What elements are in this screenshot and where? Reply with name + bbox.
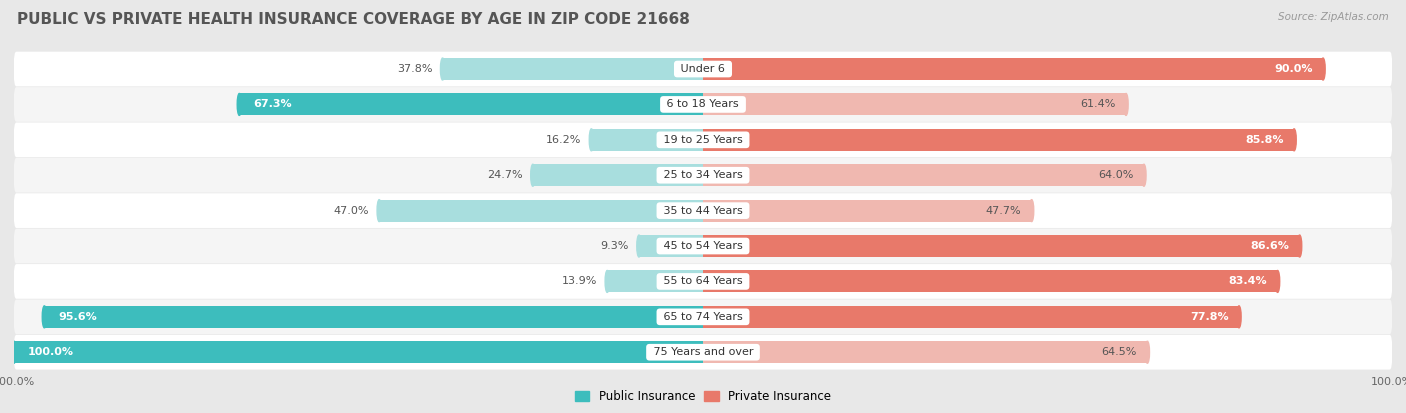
Bar [607, 271, 703, 292]
Text: 19 to 25 Years: 19 to 25 Years [659, 135, 747, 145]
Text: 75 Years and over: 75 Years and over [650, 347, 756, 357]
Text: 64.5%: 64.5% [1102, 347, 1137, 357]
Bar [703, 271, 1278, 292]
Text: 95.6%: 95.6% [58, 312, 97, 322]
FancyBboxPatch shape [14, 158, 1392, 192]
Text: 47.0%: 47.0% [333, 206, 368, 216]
Text: 64.0%: 64.0% [1098, 170, 1133, 180]
Circle shape [377, 199, 381, 222]
Text: 100.0%: 100.0% [28, 347, 75, 357]
FancyBboxPatch shape [14, 299, 1392, 334]
Circle shape [605, 271, 609, 292]
Bar [380, 199, 703, 222]
FancyBboxPatch shape [14, 335, 1392, 370]
Bar [703, 129, 1294, 151]
Bar [703, 306, 1239, 328]
Circle shape [440, 58, 444, 80]
Circle shape [1298, 235, 1302, 257]
Circle shape [589, 129, 593, 151]
Circle shape [637, 235, 641, 257]
Text: 24.7%: 24.7% [486, 170, 523, 180]
Bar [703, 58, 1323, 80]
FancyBboxPatch shape [14, 52, 1392, 86]
Text: 85.8%: 85.8% [1246, 135, 1284, 145]
Circle shape [1146, 341, 1150, 363]
Text: 47.7%: 47.7% [986, 206, 1021, 216]
Circle shape [1123, 93, 1128, 115]
FancyBboxPatch shape [14, 264, 1392, 299]
FancyBboxPatch shape [14, 87, 1392, 122]
Text: Source: ZipAtlas.com: Source: ZipAtlas.com [1278, 12, 1389, 22]
Circle shape [1237, 306, 1241, 328]
Bar [14, 341, 703, 363]
Text: 55 to 64 Years: 55 to 64 Years [659, 276, 747, 287]
Circle shape [1275, 271, 1279, 292]
Circle shape [238, 93, 242, 115]
Text: Under 6: Under 6 [678, 64, 728, 74]
Text: 6 to 18 Years: 6 to 18 Years [664, 100, 742, 109]
Text: 25 to 34 Years: 25 to 34 Years [659, 170, 747, 180]
Text: 83.4%: 83.4% [1229, 276, 1267, 287]
Bar [638, 235, 703, 257]
Circle shape [11, 341, 17, 363]
Text: 37.8%: 37.8% [396, 64, 432, 74]
Bar [703, 235, 1299, 257]
Bar [45, 306, 703, 328]
Legend: Public Insurance, Private Insurance: Public Insurance, Private Insurance [571, 385, 835, 408]
Circle shape [1029, 199, 1033, 222]
Bar [592, 129, 703, 151]
Circle shape [530, 164, 534, 186]
Circle shape [1320, 58, 1326, 80]
Text: PUBLIC VS PRIVATE HEALTH INSURANCE COVERAGE BY AGE IN ZIP CODE 21668: PUBLIC VS PRIVATE HEALTH INSURANCE COVER… [17, 12, 690, 27]
Bar [703, 341, 1147, 363]
FancyBboxPatch shape [14, 123, 1392, 157]
Bar [703, 164, 1144, 186]
Bar [533, 164, 703, 186]
Bar [443, 58, 703, 80]
Text: 9.3%: 9.3% [600, 241, 628, 251]
Text: 86.6%: 86.6% [1250, 241, 1289, 251]
Text: 77.8%: 77.8% [1189, 312, 1229, 322]
Text: 16.2%: 16.2% [546, 135, 581, 145]
Text: 65 to 74 Years: 65 to 74 Years [659, 312, 747, 322]
Circle shape [1292, 129, 1296, 151]
Bar [703, 93, 1126, 115]
Text: 13.9%: 13.9% [561, 276, 598, 287]
Text: 67.3%: 67.3% [253, 100, 292, 109]
Circle shape [42, 306, 46, 328]
FancyBboxPatch shape [14, 193, 1392, 228]
FancyBboxPatch shape [14, 229, 1392, 263]
Text: 90.0%: 90.0% [1274, 64, 1313, 74]
Text: 45 to 54 Years: 45 to 54 Years [659, 241, 747, 251]
Text: 61.4%: 61.4% [1080, 100, 1116, 109]
Text: 35 to 44 Years: 35 to 44 Years [659, 206, 747, 216]
Circle shape [1142, 164, 1146, 186]
Bar [239, 93, 703, 115]
Bar [703, 199, 1032, 222]
